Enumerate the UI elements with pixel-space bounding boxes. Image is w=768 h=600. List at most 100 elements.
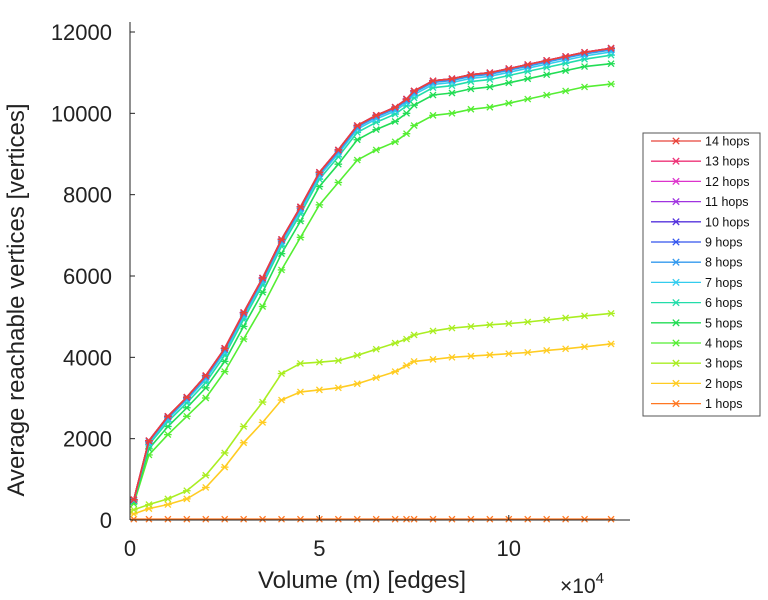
x-tick-label-1: 5 — [313, 536, 325, 561]
data-point-5-hops-7 — [258, 288, 267, 296]
data-point-2-hops-20 — [486, 351, 494, 359]
data-point-1-hops-26 — [607, 515, 615, 523]
data-point-4-hops-4 — [201, 394, 210, 402]
legend-label: 13 hops — [705, 155, 749, 169]
data-point-3-hops-8 — [277, 370, 286, 378]
data-point-5-hops-21 — [504, 79, 513, 87]
data-point-5-hops-22 — [523, 75, 532, 83]
series-line-3-hops — [133, 312, 612, 511]
data-point-4-hops-13 — [372, 146, 381, 154]
data-point-14-hops-21 — [504, 65, 513, 73]
legend-item-7-hops: 7 hops — [651, 276, 743, 290]
data-point-3-hops-16 — [410, 331, 418, 339]
data-point-14-hops-26 — [607, 44, 615, 52]
legend-entries: 14 hops 13 hops 12 hops 11 hops 10 hops 9 hop… — [651, 135, 749, 411]
data-point-5-hops-20 — [486, 83, 494, 91]
data-point-3-hops-2 — [164, 495, 172, 503]
data-point-3-hops-10 — [315, 358, 324, 366]
data-point-1-hops-4 — [201, 515, 210, 523]
data-point-4-hops-20 — [486, 103, 494, 111]
data-point-14-hops-24 — [561, 52, 570, 60]
data-point-4-hops-24 — [561, 87, 570, 95]
data-point-3-hops-12 — [353, 351, 362, 359]
legend-swatch-marker — [672, 238, 680, 246]
series-markers-12-hops — [129, 44, 615, 504]
data-point-14-hops-6 — [239, 309, 248, 317]
data-point-14-hops-15 — [402, 95, 411, 103]
y-tick-label-3: 6000 — [63, 264, 112, 289]
legend-item-3-hops: 3 hops — [651, 357, 743, 371]
data-point-14-hops-0 — [129, 496, 138, 504]
data-point-3-hops-14 — [391, 339, 399, 347]
data-point-3-hops-1 — [145, 501, 153, 509]
y-tick-label-6: 12000 — [51, 20, 112, 45]
data-point-2-hops-25 — [580, 343, 589, 351]
data-point-1-hops-18 — [448, 515, 456, 523]
data-point-1-hops-15 — [402, 515, 411, 523]
legend-item-8-hops: 8 hops — [651, 256, 743, 270]
series-markers-3-hops — [129, 309, 615, 514]
data-point-14-hops-3 — [183, 393, 191, 401]
data-point-2-hops-3 — [183, 495, 191, 503]
data-point-1-hops-11 — [334, 515, 343, 523]
data-point-1-hops-12 — [353, 515, 362, 523]
data-point-3-hops-15 — [402, 335, 411, 343]
series-markers-14-hops — [129, 44, 615, 504]
data-point-2-hops-13 — [372, 374, 381, 382]
data-point-4-hops-12 — [353, 156, 362, 164]
data-point-14-hops-14 — [391, 103, 399, 111]
data-point-3-hops-23 — [542, 316, 551, 324]
legend-item-11-hops: 11 hops — [651, 195, 749, 209]
data-point-14-hops-7 — [258, 274, 267, 282]
series-markers-9-hops — [129, 44, 615, 504]
data-point-3-hops-22 — [523, 318, 532, 326]
data-point-1-hops-8 — [277, 515, 286, 523]
data-point-2-hops-23 — [542, 346, 551, 354]
data-point-5-hops-18 — [448, 89, 456, 97]
legend-swatch-marker — [672, 197, 680, 206]
data-point-5-hops-15 — [402, 109, 411, 117]
series-markers-11-hops — [129, 44, 615, 504]
y-tick-label-5: 10000 — [51, 101, 112, 126]
legend-item-5-hops: 5 hops — [651, 316, 743, 330]
data-point-14-hops-11 — [334, 146, 343, 154]
data-point-3-hops-21 — [504, 320, 513, 328]
data-point-4-hops-3 — [183, 412, 191, 420]
legend-item-13-hops: 13 hops — [651, 155, 749, 169]
data-point-4-hops-14 — [391, 138, 399, 146]
data-point-1-hops-0 — [129, 515, 138, 523]
y-tick-label-1: 2000 — [63, 427, 112, 452]
data-point-14-hops-9 — [296, 203, 305, 211]
data-point-4-hops-17 — [429, 111, 437, 119]
data-point-5-hops-12 — [353, 136, 362, 144]
data-point-1-hops-1 — [145, 515, 153, 523]
data-point-1-hops-7 — [258, 515, 267, 523]
series-line-4-hops — [133, 83, 612, 504]
legend-label: 14 hops — [705, 135, 749, 149]
data-point-1-hops-9 — [296, 515, 305, 523]
data-point-3-hops-5 — [220, 449, 229, 457]
data-point-3-hops-25 — [580, 312, 589, 320]
data-point-2-hops-15 — [402, 362, 411, 369]
data-point-3-hops-11 — [334, 357, 343, 365]
data-point-14-hops-20 — [486, 69, 494, 77]
data-point-1-hops-23 — [542, 515, 551, 523]
data-point-3-hops-9 — [296, 359, 305, 367]
data-point-8-hops-3 — [183, 394, 191, 402]
data-point-14-hops-5 — [220, 344, 229, 352]
data-point-2-hops-18 — [448, 353, 456, 361]
data-point-2-hops-2 — [164, 501, 172, 509]
data-point-14-hops-17 — [429, 77, 437, 85]
data-point-1-hops-25 — [580, 515, 589, 523]
legend-box — [642, 132, 761, 417]
legend-label: 4 hops — [705, 337, 743, 351]
data-point-3-hops-0 — [129, 506, 138, 514]
data-point-5-hops-24 — [561, 67, 570, 75]
data-point-4-hops-6 — [239, 335, 248, 343]
legend-item-12-hops: 12 hops — [651, 175, 749, 189]
data-point-3-hops-13 — [372, 345, 381, 353]
x-multiplier: ×104 — [560, 570, 604, 598]
data-point-1-hops-17 — [429, 515, 437, 523]
x-multiplier-base: ×10 — [560, 575, 596, 598]
data-point-4-hops-11 — [334, 179, 343, 186]
